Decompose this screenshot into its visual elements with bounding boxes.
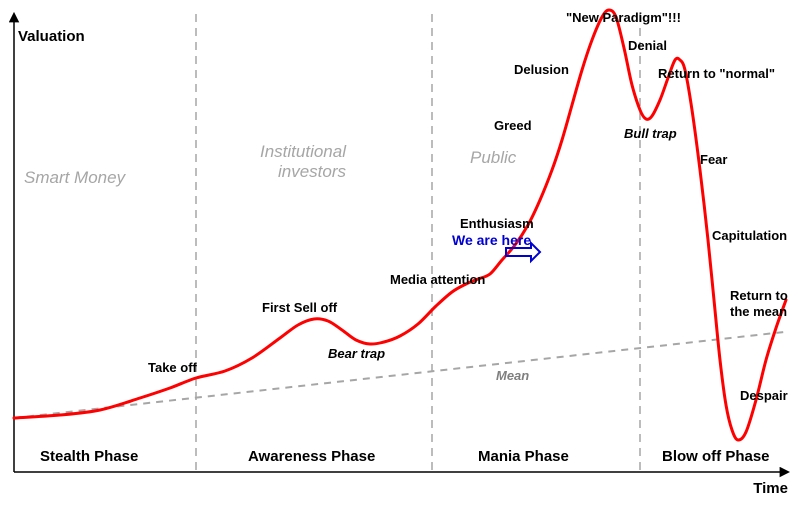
y-axis-label: Valuation — [18, 28, 85, 45]
point-label: Enthusiasm — [460, 216, 534, 231]
point-label: the mean — [730, 304, 787, 319]
point-label: Return to — [730, 288, 788, 303]
point-label: Capitulation — [712, 228, 787, 243]
point-label: Delusion — [514, 62, 569, 77]
point-label: "New Paradigm"!!! — [566, 10, 681, 25]
point-label: Fear — [700, 152, 727, 167]
phase-mania: Mania Phase — [478, 448, 569, 465]
cat-institutional-1: Institutional — [260, 142, 346, 162]
phase-blowoff: Blow off Phase — [662, 448, 770, 465]
bubble-phase-chart: Valuation Time Stealth Phase Awareness P… — [0, 0, 796, 515]
point-label: First Sell off — [262, 300, 337, 315]
point-label: Return to "normal" — [658, 66, 775, 81]
point-label: Media attention — [390, 272, 485, 287]
we-are-here-label: We are here — [452, 232, 531, 248]
cat-institutional-2: investors — [278, 162, 346, 182]
cat-smart-money: Smart Money — [24, 168, 125, 188]
point-label: Bear trap — [328, 346, 385, 361]
point-label: Greed — [494, 118, 532, 133]
point-label: Bull trap — [624, 126, 677, 141]
phase-stealth: Stealth Phase — [40, 448, 138, 465]
point-label: Despair — [740, 388, 788, 403]
cat-public: Public — [470, 148, 516, 168]
point-label: Denial — [628, 38, 667, 53]
phase-awareness: Awareness Phase — [248, 448, 375, 465]
mean-label: Mean — [496, 368, 529, 383]
x-axis-label: Time — [753, 480, 788, 497]
point-label: Take off — [148, 360, 197, 375]
